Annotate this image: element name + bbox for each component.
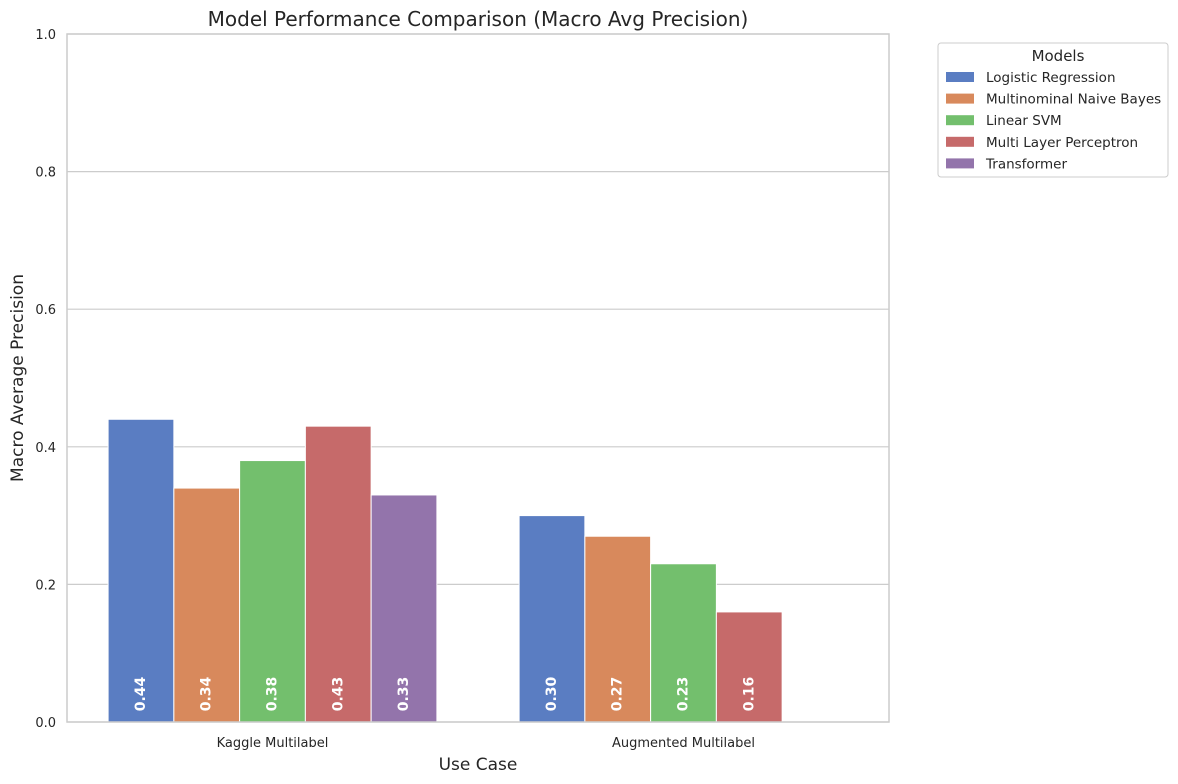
plot-frame xyxy=(66,33,890,723)
legend-swatch xyxy=(946,136,974,147)
bar xyxy=(584,535,652,723)
y-tick-label: 0.4 xyxy=(35,441,56,456)
bar xyxy=(518,515,586,723)
legend-item: Logistic Regression xyxy=(946,70,1116,86)
x-tick-label: Kaggle Multilabel xyxy=(217,736,329,751)
bar xyxy=(650,563,717,723)
y-tick-label: 0.6 xyxy=(35,303,56,318)
legend: Models Logistic Regression Multinominal N… xyxy=(937,42,1169,178)
legend-swatch xyxy=(946,158,974,169)
bar-value-label: 0.38 xyxy=(265,677,281,712)
bars xyxy=(107,418,783,723)
legend-box xyxy=(937,42,1169,178)
bar-value-label: 0.43 xyxy=(330,677,346,712)
y-axis-ticks: 0.0 0.2 0.4 0.6 0.8 1.0 xyxy=(35,28,56,731)
bar-value-label: 0.16 xyxy=(741,677,757,712)
bar-value-label: 0.34 xyxy=(199,676,215,711)
bar xyxy=(107,418,175,723)
chart-title: Model Performance Comparison (Macro Avg … xyxy=(208,7,749,31)
bar-value-label: 0.30 xyxy=(544,676,560,711)
y-axis-title: Macro Average Precision xyxy=(8,274,28,482)
legend-label: Transformer xyxy=(985,156,1067,172)
legend-item: Linear SVM xyxy=(946,113,1062,129)
legend-items: Logistic Regression Multinominal Naive Ba… xyxy=(946,70,1161,172)
bar xyxy=(715,611,783,723)
legend-label: Multinominal Naive Bayes xyxy=(986,92,1161,108)
legend-title: Models xyxy=(1032,47,1085,65)
y-tick-label: 0.8 xyxy=(35,166,56,181)
legend-item: Multinominal Naive Bayes xyxy=(946,92,1161,108)
legend-item: Transformer xyxy=(946,156,1067,172)
y-tick-label: 0.2 xyxy=(35,578,56,593)
legend-swatch xyxy=(946,93,974,104)
y-tick-label: 1.0 xyxy=(35,28,56,43)
bar-value-label: 0.27 xyxy=(610,677,626,712)
legend-swatch xyxy=(946,115,974,126)
bar xyxy=(370,494,438,723)
y-tick-label: 0.0 xyxy=(35,716,56,731)
legend-item: Multi Layer Perceptron xyxy=(946,135,1138,151)
bar xyxy=(304,425,372,723)
bar-labels: 0.44 0.34 0.38 0.43 0.33 0.30 0.27 0.23 0.16 xyxy=(133,676,757,711)
bar-value-label: 0.44 xyxy=(133,676,149,711)
x-axis-title: Use Case xyxy=(439,755,518,775)
bar-value-label: 0.33 xyxy=(396,677,412,712)
legend-label: Logistic Regression xyxy=(986,70,1116,86)
x-tick-label: Augmented Multilabel xyxy=(612,736,755,751)
x-axis-ticks: Kaggle Multilabel Augmented Multilabel xyxy=(217,736,755,751)
legend-label: Multi Layer Perceptron xyxy=(986,135,1138,151)
bar-value-label: 0.23 xyxy=(676,677,692,712)
legend-label: Linear SVM xyxy=(986,113,1062,129)
legend-swatch xyxy=(946,72,974,82)
